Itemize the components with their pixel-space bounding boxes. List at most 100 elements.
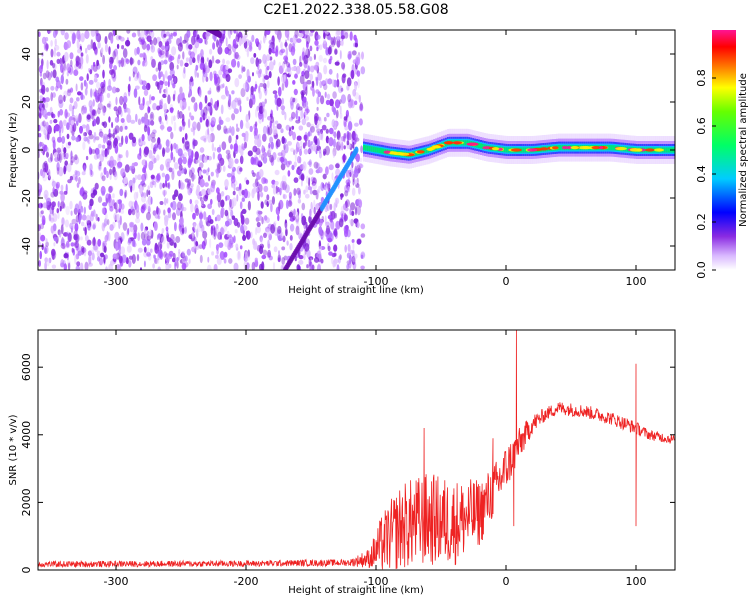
noise-blob bbox=[80, 82, 84, 91]
noise-blob bbox=[57, 110, 60, 118]
noise-blob bbox=[88, 79, 94, 85]
signal-ridge-cell bbox=[368, 146, 372, 152]
noise-blob bbox=[191, 150, 194, 159]
noise-blob bbox=[109, 168, 113, 176]
noise-blob bbox=[83, 132, 87, 137]
noise-blob bbox=[288, 63, 291, 68]
noise-blob bbox=[297, 198, 302, 204]
signal-ridge-cell bbox=[626, 146, 629, 152]
signal-peak bbox=[466, 142, 479, 146]
noise-blob bbox=[125, 149, 129, 158]
noise-blob bbox=[222, 165, 226, 172]
noise-blob bbox=[50, 152, 53, 162]
noise-blob bbox=[50, 48, 54, 58]
noise-blob bbox=[309, 143, 313, 154]
noise-blob bbox=[182, 51, 185, 60]
noise-blob bbox=[182, 113, 185, 123]
noise-blob bbox=[279, 49, 284, 56]
noise-blob bbox=[136, 46, 140, 55]
noise-blob bbox=[102, 242, 106, 253]
noise-blob bbox=[356, 221, 360, 229]
noise-blob bbox=[291, 164, 295, 171]
noise-blob bbox=[155, 258, 160, 265]
noise-blob bbox=[206, 57, 209, 62]
noise-blob bbox=[178, 249, 181, 254]
noise-blob bbox=[141, 80, 147, 86]
noise-blob bbox=[42, 72, 47, 80]
noise-blob bbox=[295, 110, 298, 120]
noise-blob bbox=[89, 213, 94, 222]
noise-blob bbox=[126, 113, 132, 123]
noise-blob bbox=[81, 124, 87, 129]
noise-blob bbox=[112, 193, 115, 199]
noise-blob bbox=[196, 121, 201, 132]
noise-blob bbox=[209, 105, 213, 116]
noise-blob bbox=[210, 198, 213, 205]
signal-ridge-cell bbox=[382, 148, 385, 154]
noise-blob bbox=[146, 35, 152, 42]
noise-blob bbox=[239, 119, 244, 130]
noise-blob bbox=[108, 116, 111, 123]
noise-blob bbox=[48, 169, 51, 179]
noise-blob bbox=[117, 199, 122, 205]
noise-blob bbox=[173, 156, 176, 163]
noise-blob bbox=[281, 175, 287, 184]
noise-blob bbox=[354, 206, 358, 216]
noise-blob bbox=[156, 174, 161, 181]
noise-blob bbox=[187, 187, 192, 196]
noise-blob bbox=[309, 56, 313, 62]
noise-blob bbox=[147, 247, 150, 254]
noise-blob bbox=[106, 170, 109, 179]
noise-blob bbox=[159, 124, 165, 130]
noise-blob bbox=[203, 156, 208, 163]
noise-blob bbox=[261, 254, 267, 260]
noise-blob bbox=[150, 174, 155, 180]
noise-blob bbox=[320, 95, 325, 105]
noise-blob bbox=[148, 149, 153, 159]
noise-blob bbox=[158, 41, 163, 48]
noise-blob bbox=[269, 154, 274, 163]
noise-blob bbox=[94, 182, 99, 190]
noise-blob bbox=[252, 182, 257, 188]
noise-blob bbox=[56, 58, 61, 64]
noise-blob bbox=[304, 116, 310, 121]
noise-blob bbox=[339, 50, 342, 60]
noise-blob bbox=[91, 110, 95, 121]
noise-blob bbox=[220, 207, 225, 213]
noise-blob bbox=[252, 172, 256, 177]
noise-blob bbox=[166, 237, 172, 243]
noise-blob bbox=[100, 85, 105, 94]
trace-blob bbox=[172, 6, 176, 13]
noise-blob bbox=[339, 112, 343, 119]
noise-blob bbox=[165, 262, 170, 270]
noise-blob bbox=[237, 60, 240, 68]
noise-blob bbox=[215, 59, 221, 64]
noise-blob bbox=[352, 261, 357, 270]
noise-blob bbox=[147, 185, 150, 191]
noise-blob bbox=[184, 133, 188, 141]
noise-blob bbox=[283, 60, 288, 65]
noise-blob bbox=[52, 178, 55, 184]
noise-blob bbox=[350, 171, 355, 178]
noise-blob bbox=[227, 68, 233, 73]
noise-blob bbox=[223, 125, 228, 134]
noise-blob bbox=[355, 161, 360, 170]
noise-blob bbox=[130, 119, 136, 124]
noise-blob bbox=[199, 219, 203, 229]
noise-blob bbox=[50, 225, 54, 234]
noise-blob bbox=[43, 128, 47, 135]
noise-blob bbox=[108, 185, 114, 192]
noise-blob bbox=[288, 211, 294, 218]
noise-blob bbox=[356, 238, 362, 245]
noise-blob bbox=[159, 50, 165, 56]
noise-blob bbox=[254, 227, 258, 236]
noise-blob bbox=[138, 73, 141, 84]
noise-blob bbox=[351, 50, 357, 56]
noise-blob bbox=[332, 151, 335, 159]
noise-blob bbox=[293, 188, 297, 196]
noise-blob bbox=[189, 51, 195, 59]
y-tick-label: 6000 bbox=[20, 353, 33, 381]
noise-blob bbox=[305, 193, 310, 199]
